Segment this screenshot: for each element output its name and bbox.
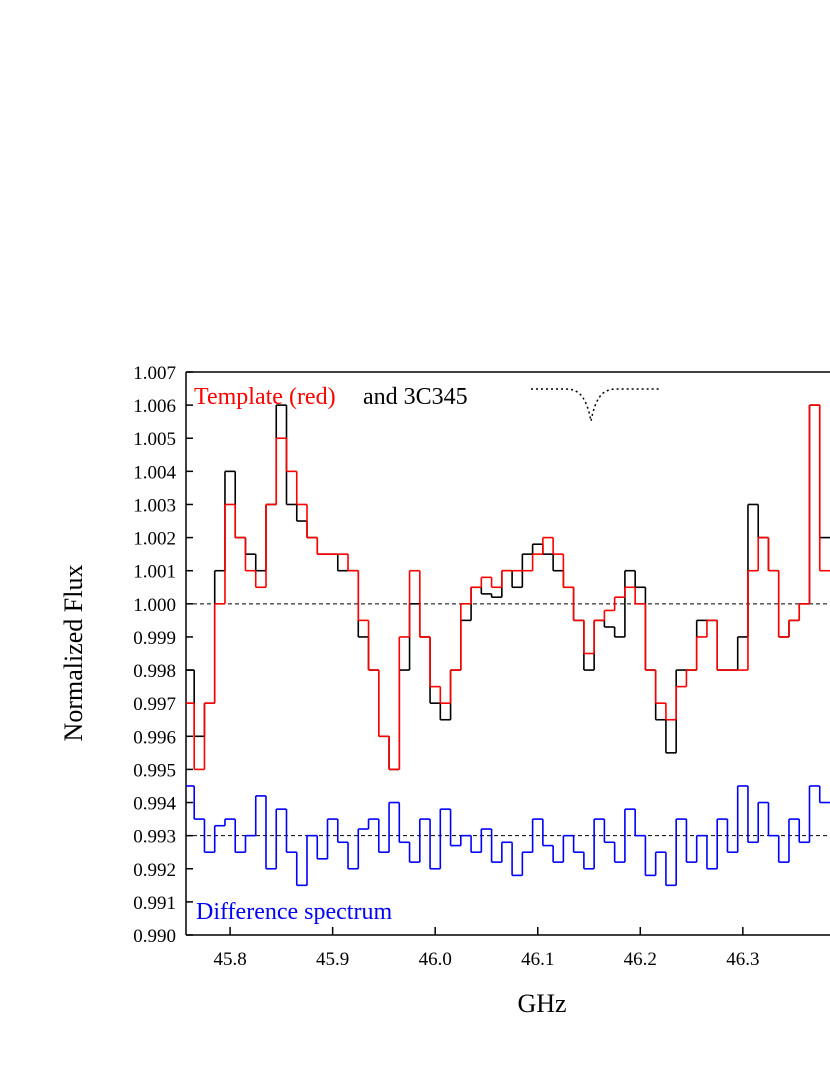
y-tick-label: 0.996 <box>133 727 176 748</box>
difference-annotation: Difference spectrum <box>196 899 392 925</box>
y-tick-label: 0.994 <box>133 794 176 815</box>
y-tick-label: 0.999 <box>133 628 176 649</box>
y-tick-label: 0.993 <box>133 827 176 848</box>
y-tick-label: 1.000 <box>133 595 176 616</box>
step-connector <box>193 405 821 770</box>
x-tick-label: 45.9 <box>316 949 349 970</box>
y-tick-label: 0.995 <box>133 760 176 781</box>
x-tick-label: 46.0 <box>419 949 452 970</box>
y-axis-label: Normalized Flux <box>59 565 88 742</box>
line-profile-sketch <box>531 388 661 422</box>
y-tick-label: 0.992 <box>133 860 176 881</box>
x-tick-label: 46.3 <box>726 949 759 970</box>
y-tick-label: 0.997 <box>133 694 176 715</box>
y-tick-label: 1.007 <box>133 363 176 384</box>
y-tick-label: 0.991 <box>133 893 176 914</box>
y-tick-label: 0.998 <box>133 661 176 682</box>
template-annotation: Template (red) <box>194 384 336 410</box>
y-tick-label: 0.990 <box>133 926 176 947</box>
y-tick-label: 1.002 <box>133 529 176 550</box>
source-annotation: and 3C345 <box>363 384 468 410</box>
step-connector <box>193 785 821 886</box>
y-tick-label: 1.001 <box>133 562 176 583</box>
plot-area <box>186 404 830 887</box>
y-tick-label: 1.006 <box>133 396 176 417</box>
x-axis-label: GHz <box>517 989 566 1018</box>
x-tick-label: 46.2 <box>624 949 657 970</box>
x-tick-label: 45.8 <box>213 949 246 970</box>
x-tick-label: 46.1 <box>521 949 554 970</box>
y-tick-label: 1.003 <box>133 495 176 516</box>
step-connector <box>193 405 821 770</box>
y-tick-label: 1.005 <box>133 429 176 450</box>
y-tick-label: 1.004 <box>133 462 176 483</box>
